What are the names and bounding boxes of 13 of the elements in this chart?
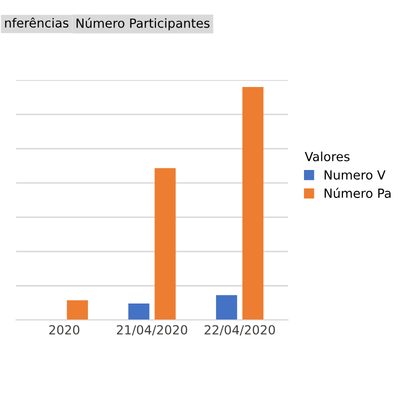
bar: [154, 168, 176, 320]
bar: [128, 303, 150, 320]
text: nferências: [5, 17, 68, 28]
bar: [242, 86, 264, 320]
legend-title: Valores: [304, 152, 350, 162]
legend-label: Número Pa: [324, 188, 391, 198]
legend-label: Numero V: [324, 170, 386, 180]
bar: [216, 295, 238, 320]
bar: [66, 300, 88, 320]
x-tick-label: 2020: [49, 325, 80, 335]
x-tick-label: 21/04/2020: [116, 325, 188, 336]
x-tick-label: 22/04/2020: [204, 325, 275, 336]
text: Número Participantes: [76, 18, 210, 30]
